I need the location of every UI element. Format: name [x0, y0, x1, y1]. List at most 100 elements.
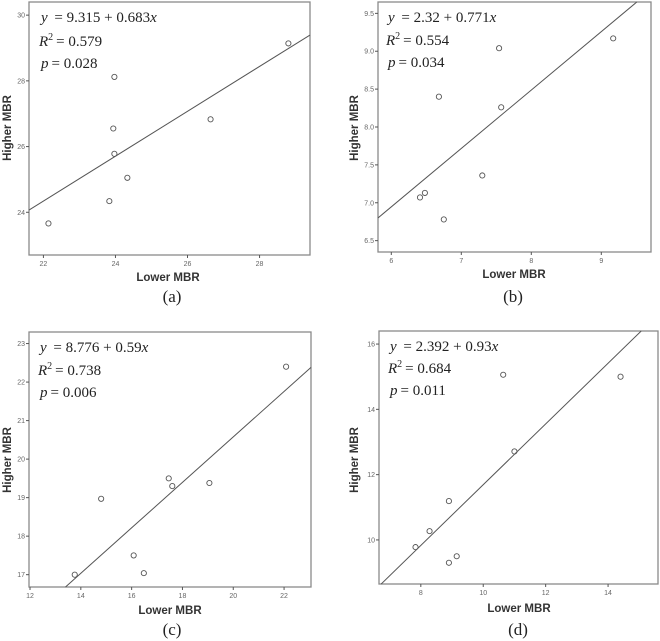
fit-line [65, 367, 312, 588]
y-tick-label: 17 [17, 572, 25, 579]
x-tick-label: 8 [529, 258, 533, 265]
y-tick-label: 8.0 [364, 125, 374, 132]
data-point-marker [511, 448, 518, 455]
x-tick-label: 22 [280, 593, 288, 600]
data-point-marker [498, 104, 505, 111]
x-axis-title: Lower MBR [138, 605, 202, 617]
data-points [412, 371, 624, 566]
data-point-marker [453, 553, 460, 560]
y-tick-label: 12 [367, 472, 375, 479]
axis-ticks: 6 7 8 9 6.5 7.0 7.5 8.0 8.5 9.0 9.5 [364, 11, 603, 265]
data-point-marker [169, 483, 176, 490]
p-value: p = 0.034 [387, 55, 445, 71]
x-tick-label: 8 [419, 590, 423, 597]
data-point-marker [445, 559, 452, 566]
data-point-marker [71, 571, 78, 578]
plot-frame [28, 331, 312, 588]
y-axis-title: Higher MBR [349, 426, 361, 493]
fit-line [377, 1, 638, 219]
x-tick-label: 10 [479, 590, 487, 597]
fit-line [380, 330, 642, 585]
y-tick-label: 20 [17, 457, 25, 464]
y-tick-label: 28 [17, 78, 25, 85]
regression-equation: y = 8.776 + 0.59x [38, 340, 149, 356]
data-points [71, 363, 290, 578]
x-tick-label: 12 [542, 590, 550, 597]
r-squared: R2 = 0.738 [37, 361, 101, 379]
y-tick-label: 6.5 [364, 238, 374, 245]
x-tick-label: 6 [389, 258, 393, 265]
x-tick-label: 16 [128, 593, 136, 600]
y-tick-label: 18 [17, 534, 25, 541]
y-tick-label: 8.5 [364, 87, 374, 94]
x-tick-label: 12 [26, 593, 34, 600]
y-tick-label: 7.0 [364, 200, 374, 207]
p-value: p = 0.028 [40, 56, 97, 72]
y-tick-label: 23 [17, 341, 25, 348]
data-point-marker [435, 93, 442, 100]
data-point-marker [110, 125, 117, 132]
axis-ticks: 22 24 26 28 24 26 28 30 [17, 13, 263, 268]
p-value: p = 0.011 [389, 383, 446, 399]
data-point-marker [496, 45, 503, 52]
x-tick-label: 22 [40, 261, 48, 268]
y-tick-label: 19 [17, 495, 25, 502]
fit-line [28, 34, 311, 211]
data-point-marker [440, 216, 447, 223]
data-points [45, 40, 292, 227]
x-tick-label: 18 [179, 593, 187, 600]
y-tick-label: 26 [17, 144, 25, 151]
panel-caption: (b) [503, 287, 523, 306]
data-point-marker [416, 194, 424, 201]
p-value: p = 0.006 [39, 385, 97, 401]
data-point-marker [111, 150, 118, 157]
y-tick-label: 16 [367, 342, 375, 349]
regression-line [65, 367, 312, 588]
regression-line [377, 1, 638, 219]
regression-equation: y = 9.315 + 0.683x [39, 10, 157, 26]
y-tick-label: 14 [367, 407, 375, 414]
plot-frame [377, 1, 652, 253]
data-point-marker [479, 172, 486, 179]
panel-caption: (d) [508, 620, 528, 639]
data-point-marker [207, 116, 214, 123]
data-point-marker [285, 40, 292, 47]
y-tick-label: 30 [17, 13, 25, 20]
x-tick-label: 20 [229, 593, 237, 600]
plot-frame [28, 1, 311, 256]
y-tick-label: 10 [367, 537, 375, 544]
x-axis-title: Lower MBR [136, 272, 200, 284]
panel-b: 6 7 8 9 6.5 7.0 7.5 8.0 8.5 9.0 9.5 y = 2.32 + 0.7… [349, 1, 652, 306]
data-point-marker [500, 371, 507, 378]
plot-frame [378, 330, 659, 585]
r-squared: R2 = 0.554 [385, 31, 450, 49]
data-point-marker [111, 73, 118, 80]
data-point-marker [445, 498, 452, 505]
y-tick-label: 9.0 [364, 49, 374, 56]
data-point-marker [412, 544, 419, 551]
y-tick-label: 21 [17, 418, 25, 425]
x-axis-title: Lower MBR [487, 603, 551, 615]
y-tick-label: 24 [17, 210, 25, 217]
y-tick-label: 22 [17, 380, 25, 387]
x-tick-label: 14 [604, 590, 612, 597]
r-squared: R2 = 0.684 [387, 359, 452, 377]
data-point-marker [106, 198, 113, 205]
data-point-marker [283, 363, 290, 370]
y-axis-title: Higher MBR [349, 94, 361, 161]
x-tick-label: 9 [599, 258, 603, 265]
panel-a: 22 24 26 28 24 26 28 30 y = 9.315 + 0.683x R2 = … [2, 1, 311, 306]
regression-equation: y = 2.32 + 0.771x [386, 10, 497, 26]
data-point-marker [45, 220, 52, 227]
x-tick-label: 14 [77, 593, 85, 600]
data-point-marker [124, 174, 131, 181]
data-point-marker [165, 475, 172, 482]
y-axis-title: Higher MBR [2, 94, 14, 161]
panel-c: 12 14 16 18 20 22 17 18 19 20 21 22 23 y = 8.776 + 0… [2, 331, 312, 639]
data-points [416, 35, 617, 223]
regression-line [380, 330, 642, 585]
data-point-marker [130, 552, 137, 559]
x-tick-label: 26 [184, 261, 192, 268]
x-axis-title: Lower MBR [482, 269, 546, 281]
